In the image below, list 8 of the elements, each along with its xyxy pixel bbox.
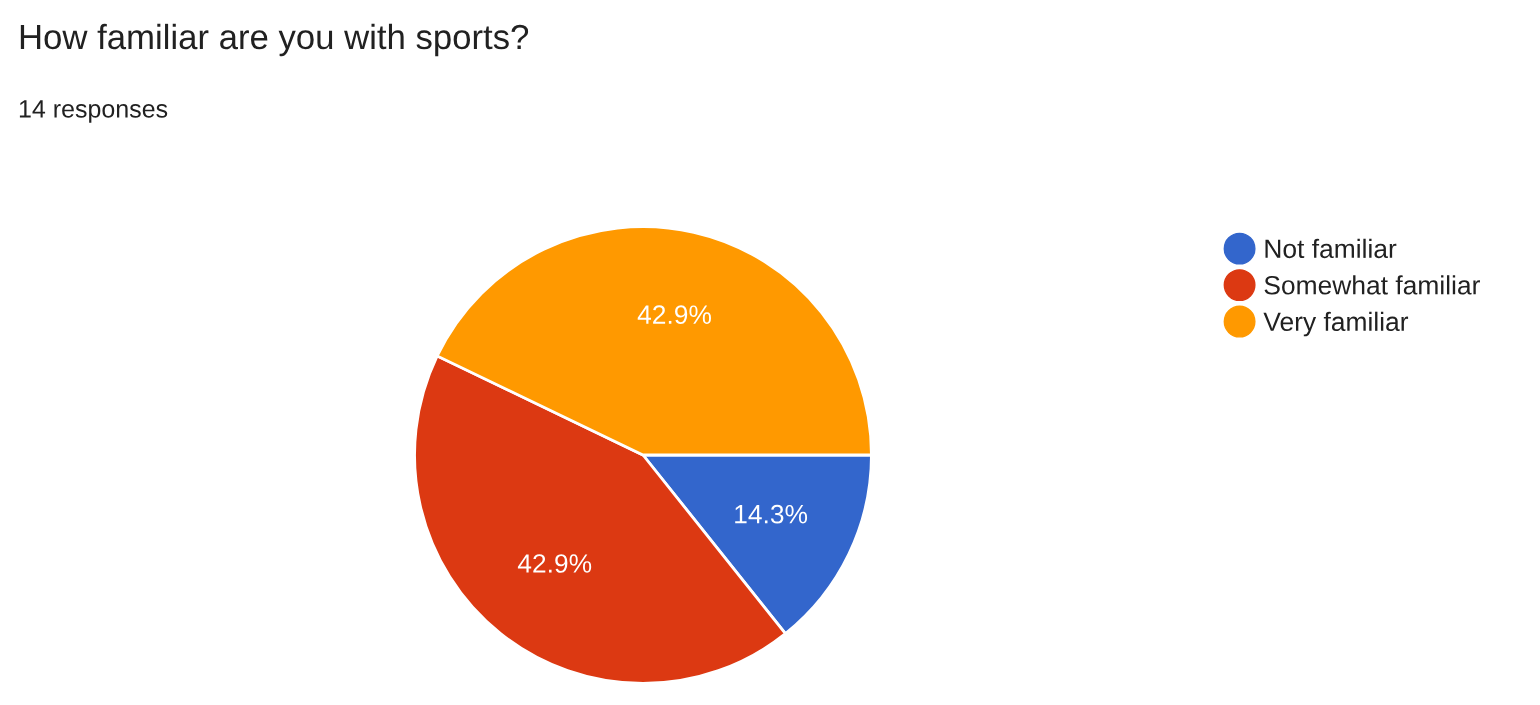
data-label: 42.9%: [637, 305, 711, 325]
data-label: 42.9%: [517, 554, 592, 573]
legend-label: Very familiar: [1263, 311, 1409, 337]
legend-label: Not familiar: [1265, 238, 1397, 259]
chart-title: How familiar are you with sports?: [20, 23, 529, 57]
text: 14 responses: [19, 100, 168, 123]
data-label: 14.3%: [735, 504, 808, 524]
legend-label: Somewhat familiar: [1264, 275, 1480, 295]
